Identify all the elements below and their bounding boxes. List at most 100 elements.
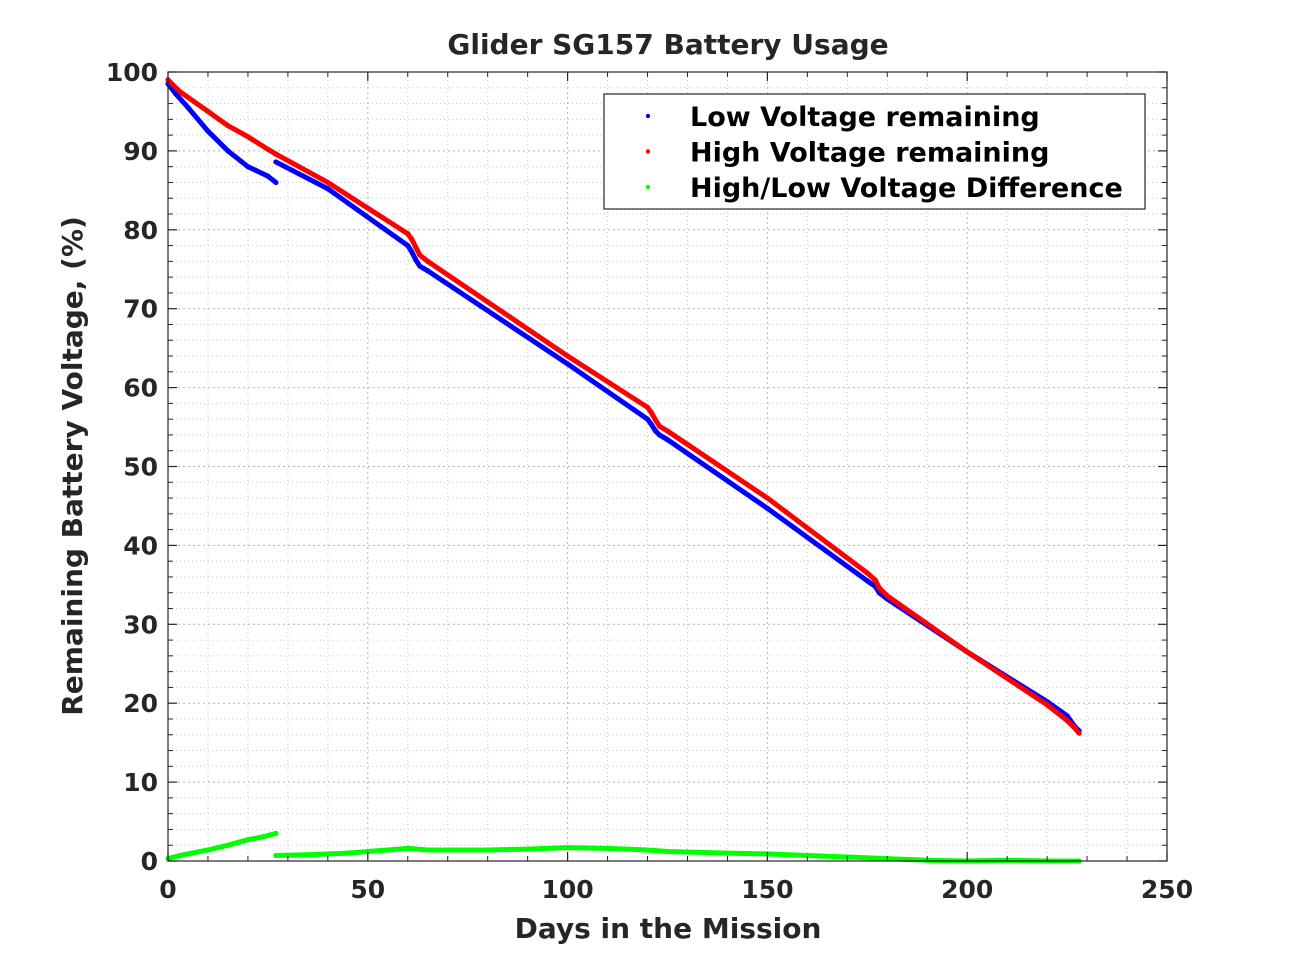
- data-point: [425, 847, 431, 853]
- y-tick-label: 60: [123, 374, 158, 403]
- y-tick-label: 50: [123, 453, 158, 482]
- chart-title: Glider SG157 Battery Usage: [447, 28, 888, 61]
- data-point: [876, 585, 882, 591]
- data-point: [565, 844, 571, 851]
- tick-labels: 0 50 100 150 200 250 0 10 20 30 40 50 60 70 80 90 100: [106, 58, 1193, 904]
- legend-marker: [645, 184, 651, 190]
- data-point: [656, 423, 663, 429]
- data-point: [964, 649, 970, 655]
- x-tick-label: 50: [350, 875, 385, 904]
- y-tick-label: 20: [123, 689, 158, 718]
- data-point: [652, 428, 659, 434]
- data-point: [273, 159, 279, 165]
- data-point: [185, 104, 191, 111]
- data-point: [265, 173, 271, 179]
- data-point: [325, 186, 331, 192]
- data-point: [405, 845, 411, 851]
- legend: Low Voltage remaining High Voltage remain…: [603, 93, 1146, 210]
- data-point: [273, 151, 279, 157]
- data-point: [405, 242, 411, 249]
- data-point: [565, 361, 571, 367]
- x-tick-label: 100: [542, 875, 594, 904]
- data-point: [764, 505, 771, 511]
- data-point: [325, 179, 331, 186]
- y-tick-label: 70: [123, 295, 158, 324]
- y-axis-label: Remaining Battery Voltage, (%): [56, 216, 89, 716]
- series-high-voltage-remaining: [165, 77, 1082, 736]
- data-point: [409, 236, 415, 242]
- data-point: [177, 852, 183, 859]
- data-point: [1076, 730, 1082, 736]
- data-point: [864, 570, 870, 576]
- data-point: [173, 91, 179, 97]
- data-point: [245, 164, 251, 170]
- data-point: [413, 244, 419, 250]
- data-point: [273, 179, 279, 186]
- data-point: [565, 353, 571, 359]
- data-point: [417, 252, 423, 258]
- y-tick-label: 100: [106, 58, 158, 87]
- data-point: [205, 847, 211, 853]
- data-point: [648, 422, 655, 428]
- legend-entry: Low Voltage remaining: [690, 102, 1040, 133]
- data-point: [225, 148, 231, 154]
- data-point: [664, 428, 671, 434]
- data-point: [648, 410, 655, 416]
- x-tick-label: 150: [741, 875, 793, 904]
- legend-marker: [645, 149, 651, 154]
- data-point: [417, 263, 423, 269]
- data-point: [525, 846, 531, 852]
- data-point: [644, 416, 651, 422]
- data-point: [205, 128, 211, 134]
- data-point: [245, 837, 251, 843]
- data-point: [405, 231, 411, 237]
- x-tick-label: 200: [941, 875, 993, 904]
- data-point: [664, 848, 671, 855]
- data-point: [265, 146, 271, 152]
- data-point: [345, 850, 351, 856]
- data-point: [425, 268, 431, 274]
- data-point: [724, 850, 731, 856]
- data-point: [644, 847, 651, 853]
- y-tick-label: 0: [141, 847, 158, 876]
- data-point: [413, 257, 419, 263]
- legend-marker: [645, 113, 651, 119]
- legend-entry: High/Low Voltage Difference: [690, 173, 1123, 204]
- data-point: [205, 108, 211, 115]
- data-point: [225, 123, 231, 129]
- data-point: [385, 847, 391, 853]
- y-tick-label: 80: [123, 216, 158, 245]
- axes: [167, 71, 1168, 862]
- data-point: [225, 842, 231, 848]
- data-point: [652, 417, 659, 423]
- data-point: [305, 852, 311, 858]
- data-point: [764, 495, 771, 501]
- data-point: [864, 578, 870, 584]
- x-axis-label: Days in the Mission: [515, 912, 822, 945]
- x-tick-label: 0: [159, 875, 176, 904]
- x-tick-label: 250: [1141, 875, 1193, 904]
- data-point: [644, 404, 651, 410]
- data-point: [409, 249, 415, 255]
- series-line-segment: [165, 81, 279, 185]
- legend-entry: High Voltage remaining: [690, 138, 1049, 169]
- data-point: [273, 830, 279, 836]
- data-point: [1044, 702, 1050, 708]
- y-tick-label: 30: [123, 610, 158, 639]
- data-point: [261, 833, 267, 840]
- data-point: [425, 258, 431, 264]
- y-tick-label: 40: [123, 531, 158, 560]
- data-point: [664, 437, 671, 443]
- y-tick-label: 10: [123, 768, 158, 797]
- data-point: [1072, 725, 1078, 732]
- data-point: [273, 852, 279, 859]
- data-point: [1064, 717, 1070, 724]
- data-point: [884, 593, 890, 599]
- data-point: [604, 845, 611, 851]
- data-point: [872, 577, 878, 583]
- data-point: [485, 847, 491, 853]
- data-point: [189, 850, 195, 856]
- data-point: [804, 852, 810, 859]
